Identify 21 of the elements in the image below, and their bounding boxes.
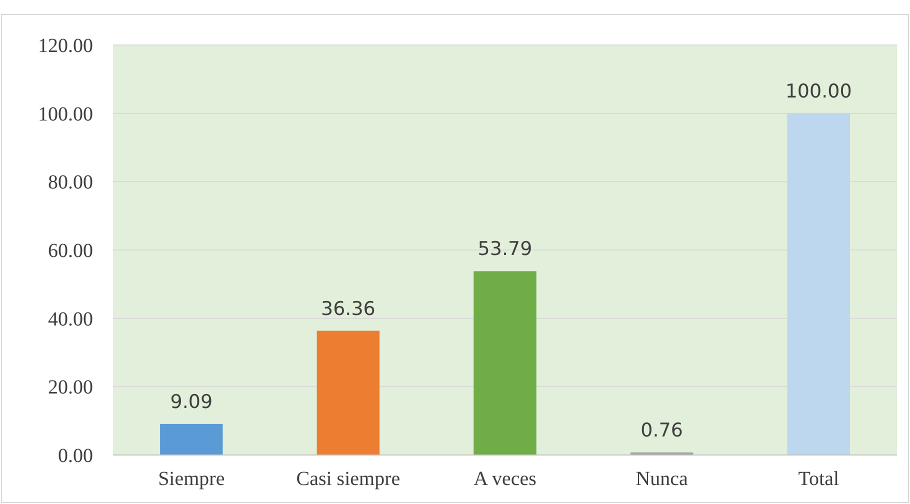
bar [316, 330, 380, 455]
x-tick-label: Casi siempre [296, 468, 400, 490]
data-label: 100.00 [785, 80, 852, 102]
data-label: 36.36 [320, 298, 376, 320]
x-tick-label: A veces [474, 468, 537, 490]
bar [160, 424, 223, 455]
x-tick-label: Siempre [158, 468, 225, 490]
y-tick-label: 40.00 [48, 308, 93, 330]
bar [787, 113, 850, 455]
bar [474, 271, 536, 455]
x-tick-label: Nunca [636, 468, 688, 490]
data-label: 0.76 [640, 419, 683, 442]
y-tick-label: 120.00 [38, 35, 93, 57]
y-tick-label: 100.00 [38, 103, 93, 126]
y-tick-label: 0.00 [58, 445, 93, 467]
data-label: 53.79 [478, 238, 532, 260]
y-tick-label: 60.00 [48, 240, 93, 262]
data-label: 9.09 [170, 390, 213, 413]
x-tick-label: Total [798, 468, 840, 490]
y-tick-label: 20.00 [48, 376, 93, 399]
y-tick-label: 80.00 [48, 172, 93, 194]
